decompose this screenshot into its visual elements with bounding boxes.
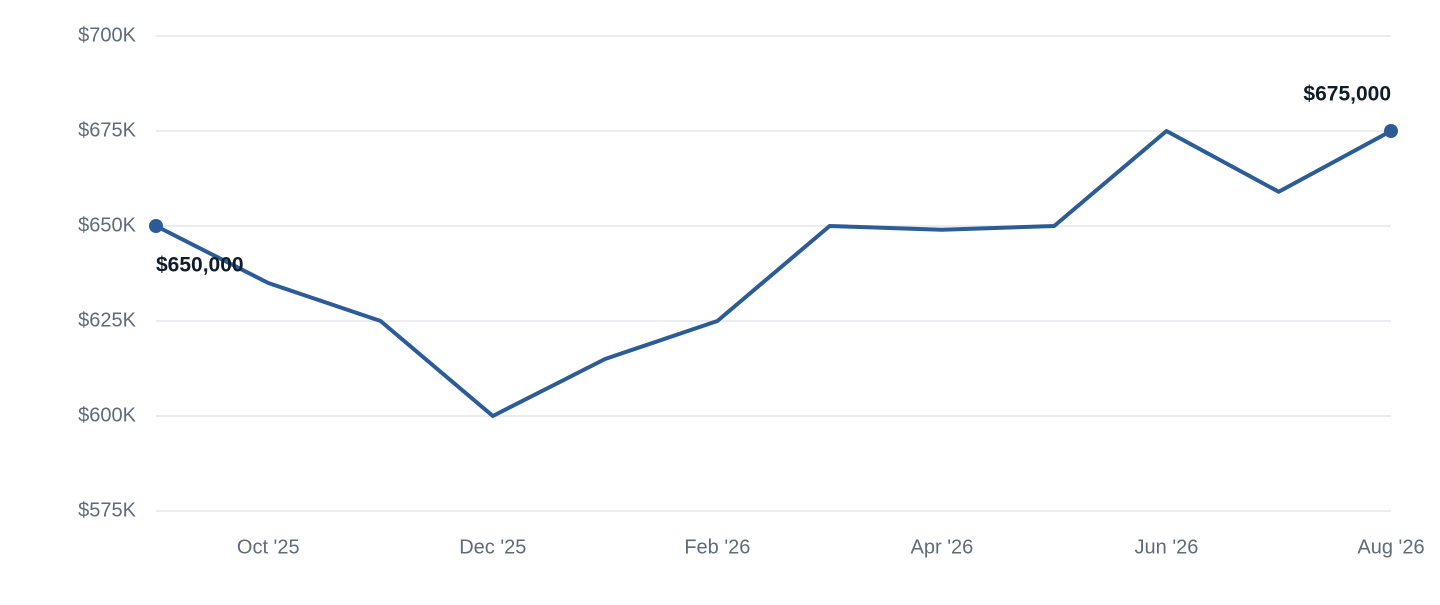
data-label: $650,000: [156, 254, 244, 277]
x-tick-label: Feb '26: [684, 536, 750, 558]
y-tick-label: $600K: [78, 404, 136, 426]
x-tick-label: Oct '25: [237, 536, 300, 558]
y-tick-label: $625K: [78, 309, 136, 331]
line: [155, 129, 1392, 418]
x-tick-label: Dec '25: [459, 536, 526, 558]
x-tick-label: Aug '26: [1357, 536, 1424, 558]
point-marker: [149, 219, 163, 233]
y-tick-label: $675K: [78, 119, 136, 141]
y-tick-label: $650K: [78, 214, 136, 236]
data-label: $675,000: [1303, 83, 1391, 106]
point-marker: [1384, 124, 1398, 138]
y-tick-label: $575K: [78, 499, 136, 521]
y-tick-label: $700K: [78, 24, 136, 46]
x-tick-label: Jun '26: [1135, 536, 1199, 558]
x-tick-label: Apr '26: [911, 536, 974, 558]
